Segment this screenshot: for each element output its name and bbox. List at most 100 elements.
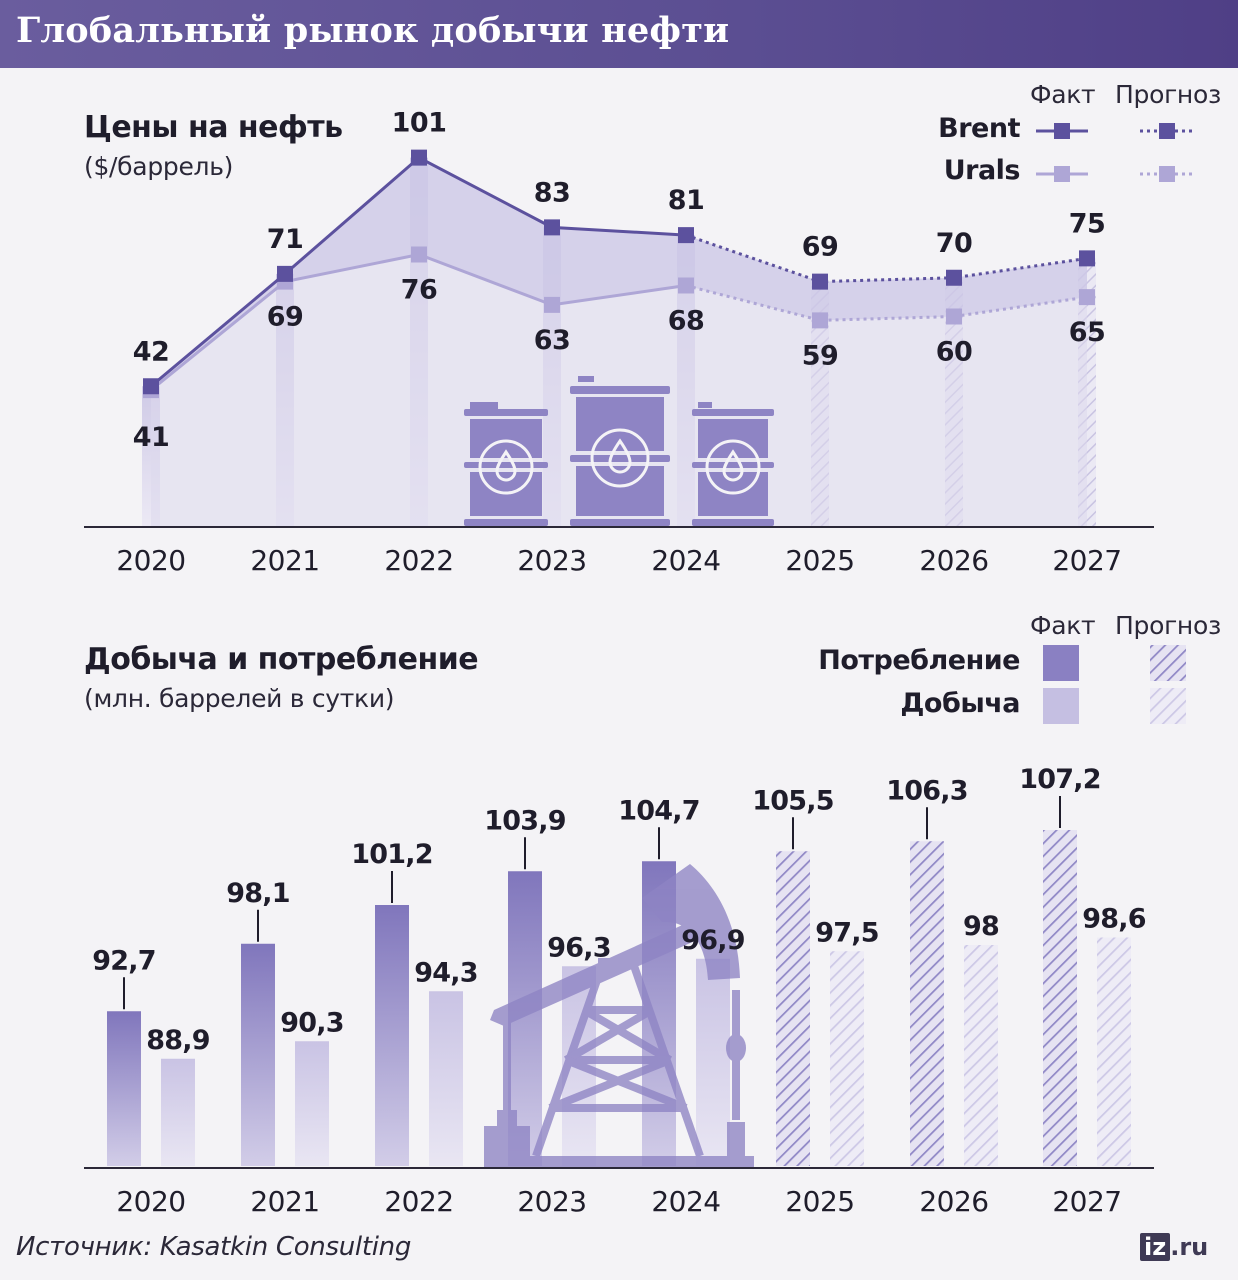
urals-value-label: 65 (1069, 317, 1106, 348)
price-x-tick: 2021 (250, 544, 319, 577)
prices-subtitle: ($/баррель) (84, 152, 234, 181)
urals-point-2024 (678, 277, 694, 294)
brent-point-2027 (1079, 250, 1095, 267)
source-note: Источник: Kasatkin Consulting (16, 1232, 412, 1262)
production-value-label: 98,6 (1082, 904, 1145, 935)
urals-value-label: 76 (401, 275, 438, 306)
consumption-bar-2021 (241, 943, 275, 1166)
header-banner: Глобальный рынок добычи нефти (0, 0, 1238, 68)
production-value-label: 98 (963, 911, 999, 942)
brent-value-label: 69 (802, 232, 839, 263)
consumption-value-label: 103,9 (484, 805, 565, 836)
brent-value-label: 42 (133, 336, 170, 367)
brent-point-2025 (812, 273, 828, 290)
brent-value-label: 81 (668, 185, 705, 216)
price-x-tick: 2023 (517, 544, 586, 577)
consumption-value-label: 105,5 (752, 785, 833, 816)
production-value-label: 90,3 (280, 1007, 343, 1038)
prices-legend-forecast: Прогноз (1115, 80, 1221, 109)
production-value-label: 96,9 (681, 925, 744, 956)
legend-consumption-forecast-swatch (1150, 645, 1186, 681)
brent-value-label: 70 (936, 228, 973, 259)
price-x-tick: 2024 (651, 544, 720, 577)
legend-brent-label: Brent (938, 113, 1020, 144)
price-chart: 42 41 71 69 101 76 83 63 81 68 69 59 70 60 75 65 2020 20… (84, 108, 1194, 577)
production-x-tick: 2022 (384, 1185, 453, 1218)
price-spread-band (151, 157, 1087, 391)
urals-point-2022 (411, 246, 427, 263)
production-legend-forecast: Прогноз (1115, 611, 1221, 640)
production-bar-2024 (696, 958, 730, 1166)
oil-pumpjack-icon (484, 864, 754, 1168)
urals-point-2027 (1079, 289, 1095, 306)
price-x-tick: 2022 (384, 544, 453, 577)
production-bar-2025 (830, 951, 864, 1166)
legend-production-label: Добыча (900, 688, 1020, 719)
urals-value-label: 63 (534, 325, 571, 356)
production-chart: 92,7 88,9 98,1 90,3 101,2 94,3 103,9 96,3 104,7 9… (84, 645, 1186, 1218)
brent-value-label: 71 (267, 224, 304, 255)
production-x-tick: 2020 (116, 1185, 185, 1218)
logo-domain: .ru (1170, 1233, 1209, 1261)
production-x-tick: 2024 (651, 1185, 720, 1218)
oil-barrel-icon (570, 376, 670, 526)
oil-barrel-icon (692, 402, 774, 526)
brent-value-label: 83 (534, 177, 571, 208)
urals-point-2025 (812, 312, 828, 329)
production-bar-2020 (161, 1058, 195, 1166)
legend-production-fact-swatch (1043, 688, 1079, 724)
brent-value-label: 75 (1069, 208, 1106, 239)
consumption-bar-2027 (1043, 830, 1077, 1166)
production-title: Добыча и потребление (84, 642, 479, 677)
production-bar-2022 (429, 991, 463, 1166)
production-legend-fact: Факт (1030, 611, 1096, 640)
consumption-value-label: 92,7 (92, 945, 155, 976)
production-bar-2027 (1097, 937, 1131, 1166)
izvestia-logo[interactable]: iz .ru (1140, 1233, 1208, 1261)
legend-consumption-label: Потребление (818, 645, 1020, 676)
prices-legend-fact: Факт (1030, 80, 1096, 109)
consumption-bar-2026 (910, 841, 944, 1166)
production-x-tick: 2027 (1052, 1185, 1121, 1218)
consumption-value-label: 98,1 (226, 878, 289, 909)
price-x-tick: 2020 (116, 544, 185, 577)
production-value-label: 97,5 (815, 917, 878, 948)
production-value-label: 88,9 (146, 1025, 209, 1056)
urals-line-forecast (685, 284, 1088, 322)
legend-urals-label: Urals (943, 155, 1021, 186)
production-x-tick: 2026 (919, 1185, 988, 1218)
brent-point-2021 (277, 265, 293, 282)
price-x-tick: 2025 (785, 544, 854, 577)
page-title: Глобальный рынок добычи нефти (16, 10, 730, 51)
legend-urals-forecast-marker (1140, 166, 1194, 182)
production-value-label: 94,3 (414, 957, 477, 988)
brent-point-2022 (411, 149, 427, 166)
prices-title: Цены на нефть (84, 110, 343, 145)
brent-point-2024 (678, 227, 694, 244)
production-x-tick: 2025 (785, 1185, 854, 1218)
consumption-bar-2022 (375, 905, 409, 1166)
production-bar-2026 (964, 945, 998, 1166)
legend-brent-fact-marker (1036, 123, 1088, 139)
urals-value-label: 59 (802, 340, 839, 371)
brent-line-forecast (685, 233, 1088, 284)
legend-brent-forecast-marker (1140, 123, 1194, 139)
brent-value-label: 101 (392, 108, 447, 139)
consumption-value-label: 107,2 (1019, 764, 1100, 795)
price-x-tick: 2027 (1052, 544, 1121, 577)
production-x-tick: 2021 (250, 1185, 319, 1218)
urals-value-label: 41 (133, 422, 170, 453)
production-x-tick: 2023 (517, 1185, 586, 1218)
brent-point-2023 (544, 219, 560, 236)
urals-point-2026 (946, 308, 962, 325)
consumption-bar-2025 (776, 851, 810, 1166)
consumption-value-label: 106,3 (886, 775, 967, 806)
production-subtitle: (млн. баррелей в сутки) (84, 684, 395, 713)
legend-production-forecast-swatch (1150, 688, 1186, 724)
legend-consumption-fact-swatch (1043, 645, 1079, 681)
brent-point-2026 (946, 269, 962, 286)
consumption-value-label: 101,2 (351, 839, 432, 870)
urals-value-label: 68 (668, 306, 705, 337)
urals-value-label: 69 (267, 302, 304, 333)
production-value-label: 96,3 (547, 932, 610, 963)
